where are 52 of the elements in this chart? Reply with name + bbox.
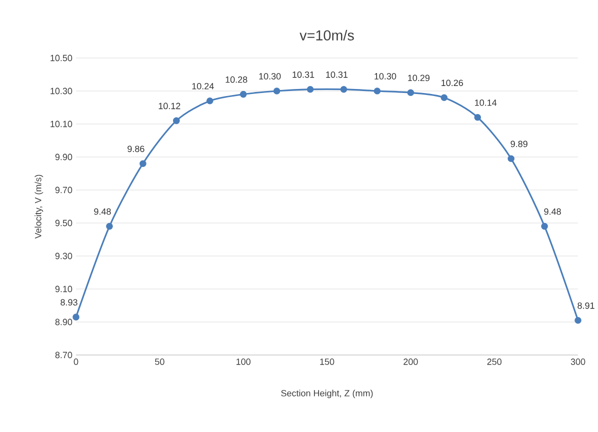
x-tick-label: 300 (570, 358, 586, 365)
data-label: 10.31 (292, 71, 314, 78)
data-label: 10.30 (259, 73, 281, 80)
x-tick-label: 150 (320, 358, 334, 365)
point (407, 89, 414, 96)
point (340, 86, 348, 93)
x-tick-label: 100 (236, 358, 250, 365)
data-label: 10.14 (475, 99, 497, 106)
point (240, 90, 247, 98)
data-label: 10.28 (226, 76, 248, 83)
point (206, 98, 214, 104)
y-tick-label: 9.90 (55, 154, 72, 160)
point (574, 316, 582, 324)
point (106, 222, 113, 230)
point (72, 314, 80, 320)
x-tick-label: 250 (487, 358, 502, 365)
data-label: 9.48 (544, 208, 561, 215)
data-label: 9.89 (510, 140, 528, 148)
y-tick-label: 8.90 (55, 318, 72, 326)
point (273, 88, 280, 94)
y-tick-label: 10.10 (50, 120, 72, 128)
y-tick-label: 9.70 (55, 186, 72, 194)
data-label: 10.12 (158, 102, 180, 110)
x-tick-label: 0 (74, 358, 78, 365)
x-tick-label: 50 (155, 358, 164, 365)
data-label: 8.93 (60, 299, 78, 306)
point (306, 86, 314, 93)
y-tick-label: 9.30 (55, 252, 72, 260)
point (508, 155, 514, 162)
y-tick-label: 9.50 (55, 220, 72, 226)
data-label: 9.48 (94, 208, 111, 215)
point (541, 222, 548, 230)
data-label: 10.30 (374, 73, 396, 80)
y-tick-label: 9.10 (55, 286, 72, 292)
data-label: 8.91 (578, 302, 594, 309)
x-tick-label: 200 (404, 358, 418, 365)
data-label: 10.24 (192, 82, 214, 90)
y-tick-label: 8.70 (55, 352, 72, 358)
data-label: 10.26 (442, 80, 463, 86)
data-label: 10.29 (408, 74, 430, 82)
chart-title: v=10m/s (300, 30, 354, 40)
point (140, 160, 146, 167)
x-axis-title: Section Height, Z (mm) (281, 390, 373, 398)
point (474, 114, 481, 121)
point (374, 88, 381, 94)
point (173, 117, 180, 124)
data-label: 9.86 (128, 146, 144, 152)
y-tick-label: 10.50 (50, 54, 72, 62)
y-tick-label: 10.30 (50, 88, 72, 94)
y-axis-title: Velocity, V (m/s) (34, 174, 44, 239)
point (440, 94, 448, 101)
data-label: 10.31 (326, 71, 348, 78)
